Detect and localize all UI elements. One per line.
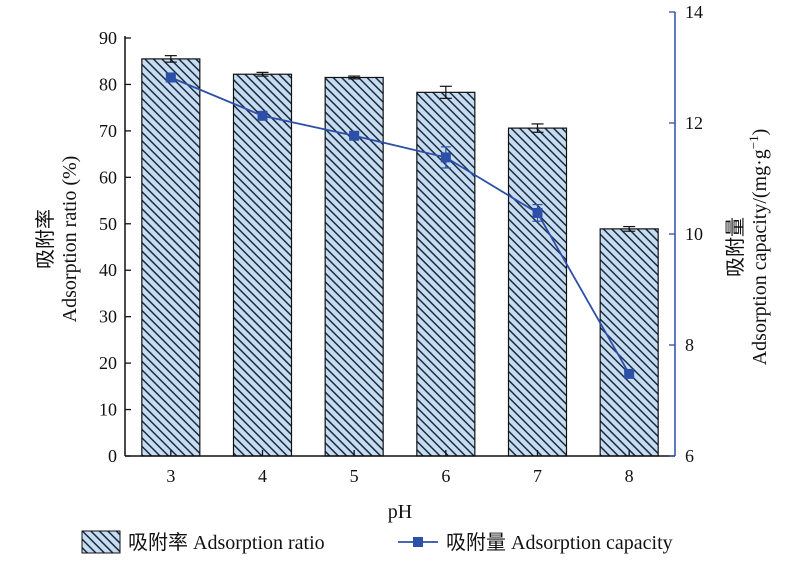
left-tick-label-40: 40 [99,260,117,280]
capacity-point-ph-6 [440,152,451,163]
capacity-point-ph-7 [532,207,543,218]
capacity-point-ph-5 [349,130,360,141]
bar-error-ph-5 [348,75,361,80]
left-tick-label-50: 50 [99,214,117,234]
right-tick-label-6: 6 [685,446,694,466]
left-axis-title-en: Adsorption ratio (%) [59,156,81,323]
x-tick-label-5: 5 [350,466,359,486]
bar-ph-4 [232,73,293,457]
right-tick-label-8: 8 [685,335,694,355]
legend-line-marker [413,537,423,547]
right-axis-title: 吸附量 Adsorption capacity/(mg·g−1) [724,129,771,366]
bar-ph-3 [141,58,201,457]
right-axis-title-cn: 吸附量 [724,217,747,277]
left-tick-label-70: 70 [99,121,117,141]
capacity-line [170,76,630,375]
legend-line-label: 吸附量 Adsorption capacity [446,531,673,554]
left-tick-label-60: 60 [99,167,117,187]
bar-ph-7 [507,127,568,457]
legend-bar-swatch [81,530,121,554]
bar-error-ph-3 [164,55,177,63]
left-tick-label-30: 30 [99,307,117,327]
right-axis-title-sup: −1 [746,135,761,149]
x-tick-label-6: 6 [441,466,450,486]
capacity-point-ph-8 [624,368,635,379]
axis-titles-group: pH 吸附率 Adsorption ratio (%) 吸附量 Adsorption c… [34,129,771,523]
left-tick-label-10: 10 [99,400,117,420]
x-tick-label-7: 7 [533,466,542,486]
right-tick-label-14: 14 [685,2,703,22]
left-tick-label-20: 20 [99,353,117,373]
left-tick-label-0: 0 [108,446,117,466]
legend: 吸附率 Adsorption ratio 吸附量 Adsorption capac… [81,530,673,554]
line-series-group [165,72,635,379]
right-tick-label-12: 12 [685,113,703,133]
bar-error-ph-6 [439,85,452,99]
bar-error-ph-4 [256,71,269,77]
bar-series-group [141,55,659,457]
right-tick-label-10: 10 [685,224,703,244]
bar-error-ph-7 [531,123,544,133]
capacity-point-ph-3 [165,72,176,83]
capacity-point-ph-4 [257,110,268,121]
left-tick-label-80: 80 [99,74,117,94]
left-axis-title: 吸附率 Adsorption ratio (%) [34,156,81,323]
x-tick-label-8: 8 [625,466,634,486]
left-axis-title-cn: 吸附率 [34,209,57,269]
bar-ph-8 [599,228,659,457]
x-axis-title: pH [388,501,412,523]
right-axis-title-close: ) [749,129,771,136]
bar-error-ph-8 [623,225,636,232]
x-tick-label-4: 4 [258,466,267,486]
left-tick-label-90: 90 [99,28,117,48]
legend-bar-label: 吸附率 Adsorption ratio [128,531,325,554]
x-tick-label-3: 3 [166,466,175,486]
right-axis-title-en: Adsorption capacity/(mg·g [749,149,771,365]
axes-group: 0 10 20 30 40 50 60 70 80 90 6 8 10 12 14 3 4 5 6 7 8 [99,2,703,486]
